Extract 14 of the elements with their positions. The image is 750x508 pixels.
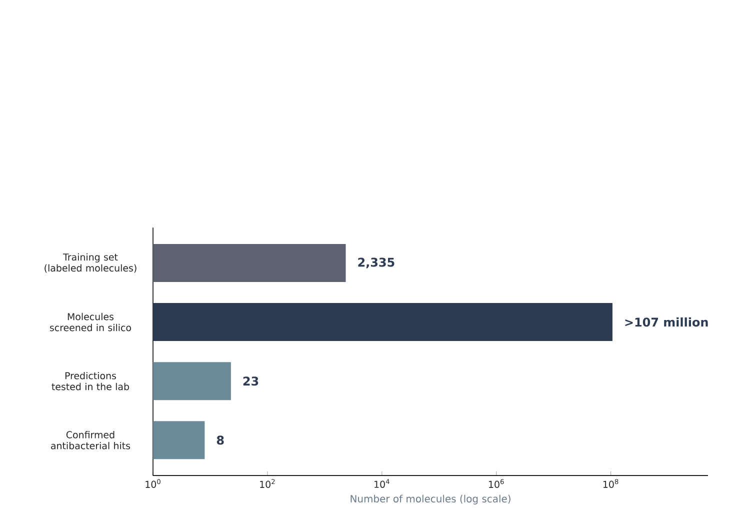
y-tick-label: Confirmed antibacterial hits <box>51 431 130 450</box>
data-label: >107 million <box>625 318 708 327</box>
x-axis-title: Number of molecules (log scale) <box>350 494 510 505</box>
y-tick-label: Predictions tested in the lab <box>52 372 130 390</box>
x-tick-label: 10$^{6}$ <box>489 479 504 488</box>
y-tick-label: Molecules screened in silico <box>50 313 131 332</box>
data-label: 8 <box>216 436 224 445</box>
x-tick-label: 10$^{8}$ <box>603 479 618 488</box>
x-tick-label: 10$^{4}$ <box>374 479 390 488</box>
x-tick-label: 10$^{0}$ <box>146 479 160 488</box>
y-tick-label: Training set (labeled molecules) <box>44 253 136 273</box>
x-tick-label: 10$^{2}$ <box>260 479 275 488</box>
data-label: 2,335 <box>358 258 394 268</box>
data-label: 23 <box>243 376 258 386</box>
